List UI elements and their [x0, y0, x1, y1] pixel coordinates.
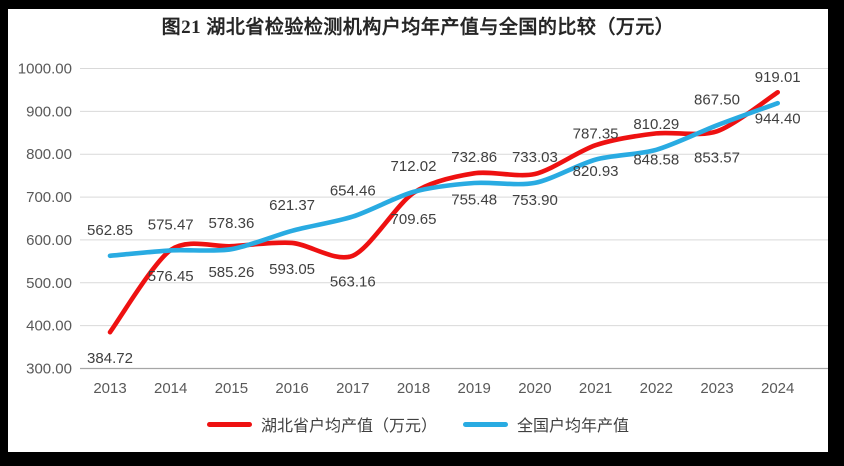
- data-label: 848.58: [633, 151, 679, 168]
- data-label: 944.40: [755, 110, 801, 127]
- data-label: 585.26: [208, 264, 254, 281]
- y-axis-tick-label: 500.00: [26, 275, 72, 292]
- series-line-national: [107, 100, 780, 259]
- data-label: 732.86: [451, 149, 497, 166]
- x-axis-tick-label: 2018: [397, 380, 430, 397]
- y-axis-tick-label: 300.00: [26, 361, 72, 378]
- y-axis-tick-label: 800.00: [26, 146, 72, 163]
- x-axis-tick-label: 2014: [154, 380, 187, 397]
- data-label: 593.05: [269, 261, 315, 278]
- x-axis-tick-label: 2022: [640, 380, 673, 397]
- x-axis-tick-label: 2016: [275, 380, 308, 397]
- x-axis-tick-label: 2024: [761, 380, 794, 397]
- x-axis-tick-label: 2020: [518, 380, 551, 397]
- y-axis-tick-label: 700.00: [26, 189, 72, 206]
- data-label: 820.93: [573, 163, 619, 180]
- legend-item-national: 全国户均年产值: [463, 412, 629, 436]
- x-axis-tick-label: 2017: [336, 380, 369, 397]
- data-label: 621.37: [269, 197, 315, 214]
- y-axis-tick-label: 400.00: [26, 318, 72, 335]
- y-axis-tick-label: 900.00: [26, 103, 72, 120]
- legend-label-national: 全国户均年产值: [517, 418, 630, 435]
- data-label: 753.90: [512, 192, 558, 209]
- data-label: 654.46: [330, 183, 376, 200]
- legend-swatch-national-line: [463, 421, 508, 427]
- legend: 湖北省户均产值（万元） 全国户均年产值: [8, 412, 828, 436]
- y-axis-tick-label: 1000.00: [18, 61, 72, 78]
- data-label: 576.45: [148, 268, 194, 285]
- y-axis-tick-label: 600.00: [26, 232, 72, 249]
- x-axis-tick-label: 2023: [700, 380, 733, 397]
- data-label: 562.85: [87, 222, 133, 239]
- data-label: 853.57: [694, 149, 740, 166]
- data-label: 867.50: [694, 91, 740, 108]
- chart-canvas: [8, 9, 828, 452]
- legend-label-hubei: 湖北省户均产值（万元）: [260, 418, 437, 435]
- data-label: 563.16: [330, 274, 376, 291]
- data-label: 787.35: [573, 126, 619, 143]
- x-axis-tick-label: 2015: [215, 380, 248, 397]
- data-label: 755.48: [451, 191, 497, 208]
- data-label: 384.72: [87, 350, 133, 367]
- data-label: 919.01: [755, 69, 801, 86]
- x-axis-tick-label: 2013: [93, 380, 126, 397]
- data-label: 575.47: [148, 216, 194, 233]
- series-line-hubei: [107, 90, 780, 335]
- data-label: 578.36: [208, 215, 254, 232]
- data-label: 733.03: [512, 149, 558, 166]
- chart-title: 图21 湖北省检验检测机构户均年产值与全国的比较（万元）: [161, 17, 675, 38]
- data-label: 810.29: [633, 116, 679, 133]
- data-label: 712.02: [391, 158, 437, 175]
- data-label: 709.65: [391, 211, 437, 228]
- legend-swatch-hubei-line: [206, 421, 252, 427]
- legend-item-hubei: 湖北省户均产值（万元）: [206, 412, 437, 436]
- x-axis-tick-label: 2021: [579, 380, 612, 397]
- x-axis-tick-label: 2019: [458, 380, 491, 397]
